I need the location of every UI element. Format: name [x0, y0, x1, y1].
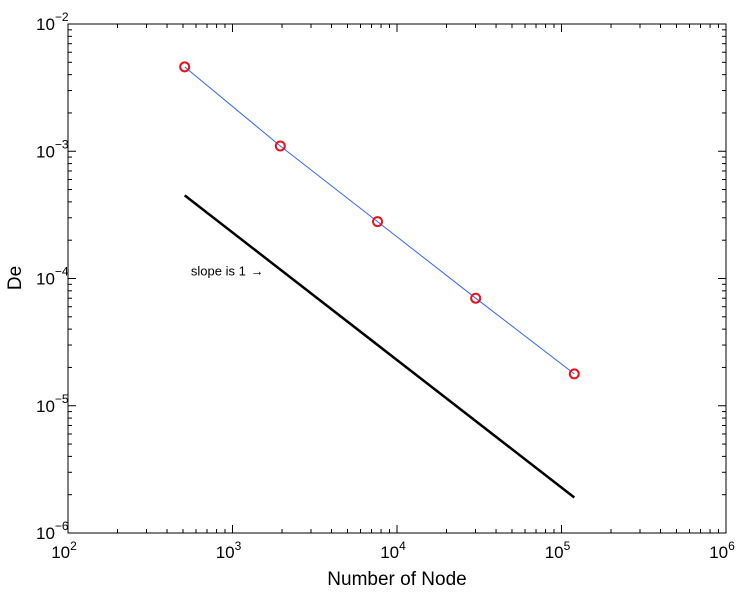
x-axis-label: Number of Node — [327, 569, 466, 590]
x-tick-exp: 5 — [564, 539, 571, 553]
y-tick-base: 10 — [36, 270, 55, 289]
data-point-marker — [274, 140, 286, 152]
series-group — [179, 61, 580, 499]
x-tick-label: 106 — [709, 539, 735, 562]
axis-ticks — [67, 23, 727, 534]
y-tick-exp: −6 — [55, 519, 69, 533]
x-tick-labels: 102 103 104 105 106 — [51, 539, 735, 562]
y-tick-exp: −3 — [55, 137, 69, 151]
x-tick-exp: 6 — [728, 539, 735, 553]
data-point-marker — [372, 216, 384, 228]
y-tick-base: 10 — [36, 524, 55, 543]
error-series-line — [184, 66, 575, 375]
data-point-marker — [470, 292, 482, 304]
x-tick-exp: 2 — [70, 539, 77, 553]
y-tick-label: 10−2 — [36, 10, 69, 34]
x-tick-exp: 4 — [399, 539, 406, 553]
x-tick-base: 10 — [216, 543, 235, 562]
y-tick-base: 10 — [36, 397, 55, 416]
data-point-marker — [568, 368, 580, 380]
data-point-marker — [179, 61, 191, 73]
y-tick-labels: 10−610−510−410−310−2 — [36, 10, 69, 543]
x-tick-base: 10 — [51, 543, 70, 562]
x-tick-base: 10 — [380, 543, 399, 562]
y-axis-label: De — [5, 266, 26, 290]
y-tick-label: 10−6 — [36, 519, 69, 543]
x-tick-label: 104 — [380, 539, 406, 562]
x-tick-label: 102 — [51, 539, 77, 562]
x-tick-base: 10 — [545, 543, 564, 562]
y-tick-exp: −5 — [55, 392, 69, 406]
y-tick-label: 10−5 — [36, 392, 69, 416]
annotations: slope is 1 → — [191, 264, 264, 279]
plot-area — [67, 23, 727, 534]
y-tick-exp: −4 — [55, 265, 69, 279]
x-tick-exp: 3 — [235, 539, 242, 553]
reference-slope-line — [183, 194, 576, 499]
y-tick-base: 10 — [36, 15, 55, 34]
x-tick-label: 103 — [216, 539, 242, 562]
slope-annotation-text: slope is 1 — [191, 264, 246, 279]
annotation-arrow-icon: → — [251, 264, 264, 279]
y-tick-base: 10 — [36, 142, 55, 161]
y-tick-label: 10−3 — [36, 137, 69, 161]
y-tick-label: 10−4 — [36, 265, 69, 289]
slope-annotation: slope is 1 → — [191, 264, 264, 279]
x-tick-base: 10 — [709, 543, 728, 562]
x-tick-label: 105 — [545, 539, 571, 562]
y-tick-exp: −2 — [55, 10, 69, 24]
